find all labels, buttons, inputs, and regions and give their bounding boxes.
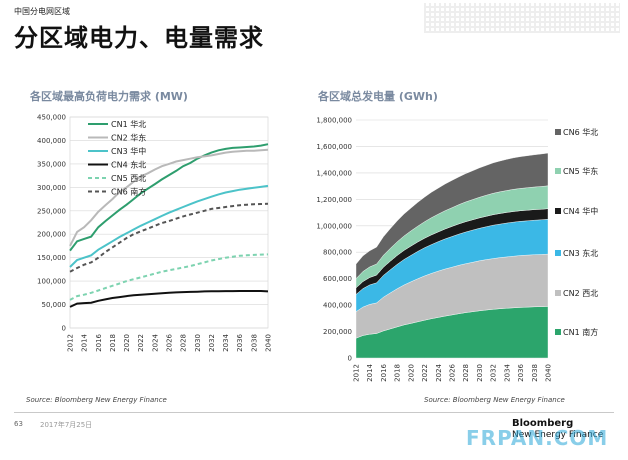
area-y-tick-label: 1,400,000 [316, 169, 352, 177]
area-y-tick-label: 200,000 [323, 328, 352, 336]
area-y-tick-label: 600,000 [323, 275, 352, 283]
footer-date: 2017年7月25日 [40, 421, 93, 429]
area-legend-label-6: CN6 华北 [563, 127, 598, 137]
series-line-1 [69, 143, 269, 252]
area-legend-label-2: CN2 西北 [563, 289, 598, 298]
area-x-tick-label: 2028 [462, 364, 470, 382]
area-legend-swatch-6 [555, 129, 561, 135]
area-legend-swatch-1 [555, 329, 561, 335]
area-x-tick-label: 2034 [503, 363, 511, 381]
area-y-tick-label: 0 [348, 355, 352, 363]
area-y-tick-label: 1,200,000 [316, 196, 352, 204]
x-tick-label: 2040 [265, 334, 273, 352]
x-tick-label: 2012 [67, 334, 75, 352]
x-tick-label: 2038 [250, 334, 258, 352]
legend-label-6: CN6 南方 [111, 187, 146, 197]
area-legend-label-4: CN4 华中 [563, 206, 598, 216]
area-x-tick-label: 2012 [353, 364, 361, 382]
x-tick-label: 2016 [95, 333, 103, 351]
area-y-tick-label: 400,000 [323, 302, 352, 310]
x-tick-label: 2020 [123, 334, 131, 352]
left-chart-title: 各区域最高负荷电力需求 (MW) [30, 90, 188, 103]
x-tick-label: 2030 [194, 334, 202, 352]
y-tick-label: 50,000 [42, 301, 67, 309]
area-x-tick-label: 2036 [517, 363, 525, 381]
series-line-4 [69, 290, 269, 308]
legend-label-1: CN1 华北 [111, 119, 146, 129]
area-y-tick-label: 1,000,000 [316, 222, 352, 230]
x-tick-label: 2024 [151, 333, 159, 351]
right-chart-title: 各区域总发电量 (GWh) [318, 90, 438, 103]
y-tick-label: 400,000 [37, 137, 66, 145]
brand-subtitle: New Energy Finance [512, 430, 604, 440]
area-legend-label-1: CN1 南方 [563, 327, 598, 337]
area-x-tick-label: 2018 [394, 364, 402, 382]
area-x-tick-label: 2026 [449, 363, 457, 381]
area-x-tick-label: 2040 [545, 364, 553, 382]
watermark-pattern [424, 3, 620, 33]
y-tick-label: 150,000 [37, 254, 66, 262]
footer-divider [14, 412, 614, 413]
x-tick-label: 2018 [109, 334, 117, 352]
legend-label-3: CN3 华中 [111, 146, 146, 156]
y-tick-label: 450,000 [37, 114, 66, 122]
y-tick-label: 250,000 [37, 207, 66, 215]
area-x-tick-label: 2024 [435, 363, 443, 381]
site-watermark: FRPAN.COM [466, 426, 609, 450]
series-line-5 [69, 253, 269, 301]
area-y-tick-label: 1,600,000 [316, 143, 352, 151]
area-legend-label-5: CN5 华东 [563, 166, 598, 176]
series-line-3 [69, 184, 269, 268]
area-legend-swatch-5 [555, 168, 561, 174]
legend-label-4: CN4 东北 [111, 160, 146, 170]
area-legend-swatch-3 [555, 250, 561, 256]
right-chart-source: Source: Bloomberg New Energy Finance [424, 396, 565, 404]
area-x-tick-label: 2032 [490, 364, 498, 382]
area-legend-label-3: CN3 东北 [563, 248, 598, 258]
y-tick-label: 0 [62, 325, 66, 333]
area-x-tick-label: 2020 [407, 364, 415, 382]
page-title: 分区域电力、电量需求 [14, 24, 264, 52]
legend-label-5: CN5 西北 [111, 174, 146, 183]
legend-label-2: CN2 华东 [111, 133, 146, 143]
area-y-tick-label: 1,800,000 [316, 117, 352, 125]
area-x-tick-label: 2038 [531, 364, 539, 382]
x-tick-label: 2014 [81, 333, 89, 351]
area-x-tick-label: 2030 [476, 364, 484, 382]
section-tag: 中国分电网区域 [14, 7, 70, 16]
y-tick-label: 200,000 [37, 231, 66, 239]
x-tick-label: 2026 [166, 333, 174, 351]
brand-name: Bloomberg [512, 418, 574, 429]
x-tick-label: 2032 [208, 334, 216, 352]
y-tick-label: 100,000 [37, 278, 66, 286]
area-band-6 [355, 152, 549, 280]
x-tick-label: 2036 [236, 333, 244, 351]
y-tick-label: 350,000 [37, 160, 66, 168]
plot-area [69, 116, 269, 329]
x-tick-label: 2022 [137, 334, 145, 352]
area-legend-swatch-4 [555, 208, 561, 214]
page-number: 63 [14, 420, 23, 428]
area-x-tick-label: 2016 [380, 363, 388, 381]
y-tick-label: 300,000 [37, 184, 66, 192]
series-line-2 [69, 148, 269, 247]
area-x-tick-label: 2014 [366, 363, 374, 381]
x-tick-label: 2028 [180, 334, 188, 352]
series-line-6 [69, 202, 269, 273]
x-tick-label: 2034 [222, 333, 230, 351]
area-y-tick-label: 800,000 [323, 249, 352, 257]
area-x-tick-label: 2022 [421, 364, 429, 382]
area-legend-swatch-2 [555, 290, 561, 296]
left-chart-source: Source: Bloomberg New Energy Finance [26, 396, 167, 404]
